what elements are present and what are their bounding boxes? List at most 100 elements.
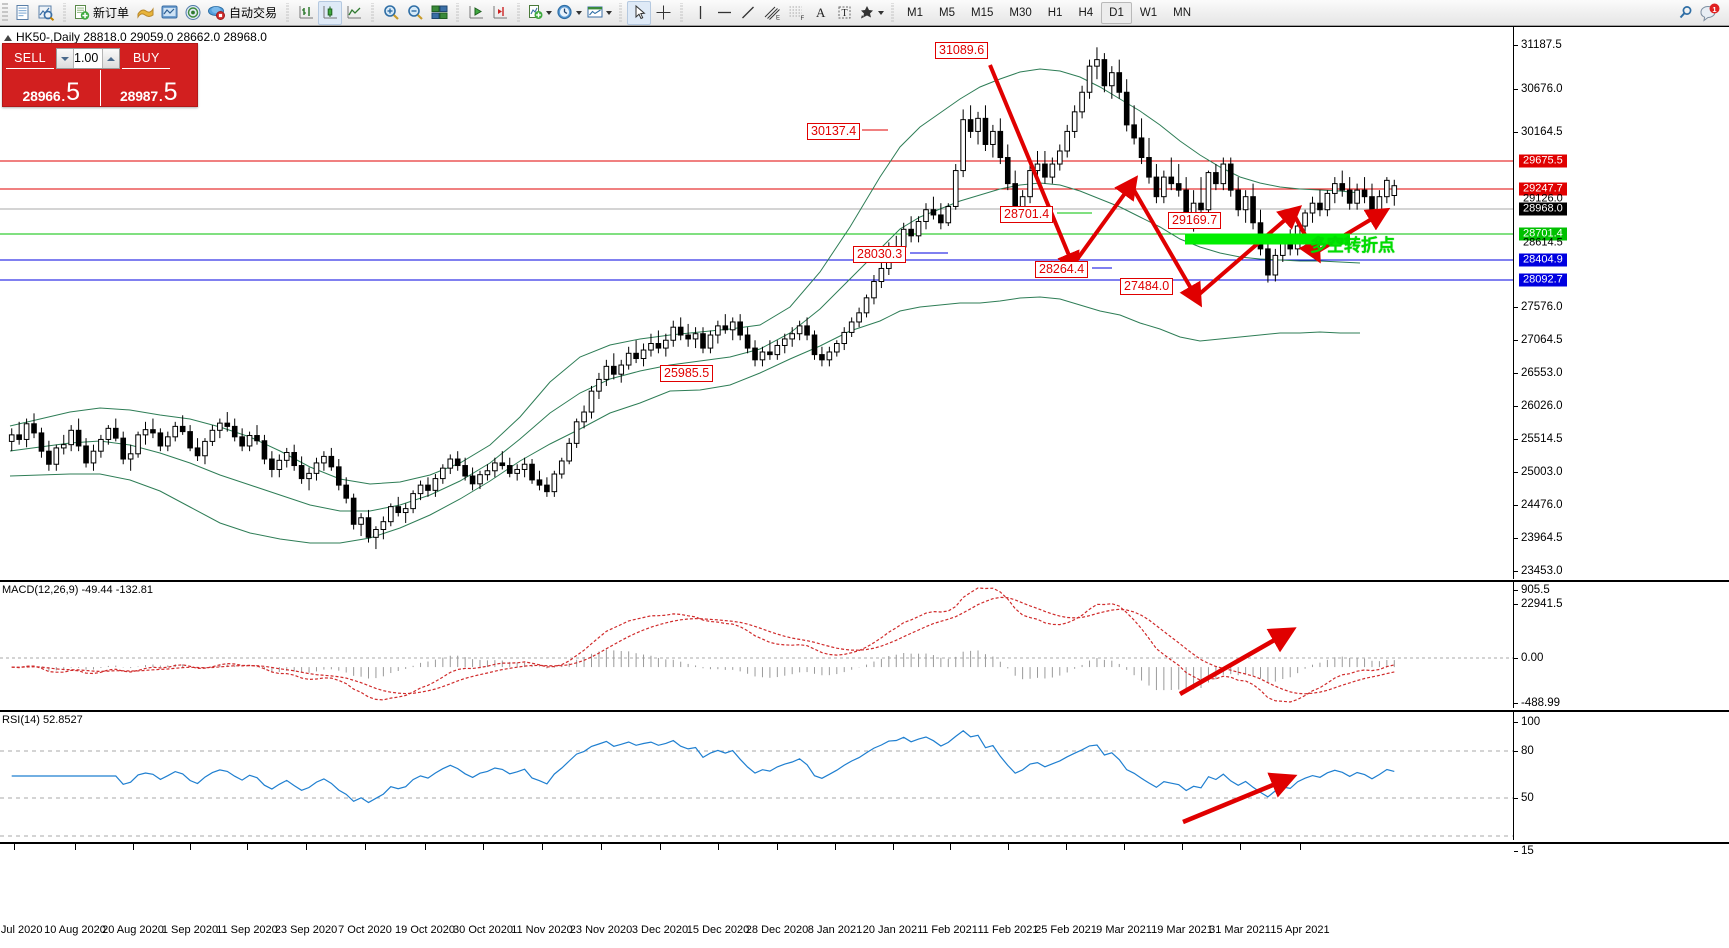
candle-bullish [618,364,625,375]
annotation-29169[interactable]: 29169.7 [1168,212,1222,229]
price-scale-tick [1514,604,1518,605]
candle-bullish [1205,172,1212,211]
templates-icon[interactable] [584,1,614,25]
rsi-trend-arrow[interactable] [1182,772,1298,825]
rsi-scale[interactable]: 100 80 50 15 [1513,712,1729,857]
line-chart-icon[interactable] [342,1,366,25]
one-click-trading-panel[interactable]: SELL 1.00 BUY 28966 . 5 28987 [2,43,198,107]
price-chart-plot[interactable]: 31089.6 30137.4 29169.7 28701.4 28264.4 … [0,27,1513,579]
annotation-31089[interactable]: 31089.6 [935,42,989,59]
volume-input[interactable]: 1.00 [74,49,103,68]
signals-icon[interactable] [181,1,205,25]
volume-increment-button[interactable] [102,49,120,68]
candle-bullish [60,444,67,449]
timeframe-h1[interactable]: H1 [1047,6,1063,19]
candle-bearish [291,451,297,467]
candle-bullish [1086,65,1093,93]
toolbar-grip[interactable] [2,2,8,23]
text-label-icon[interactable]: T [832,1,856,25]
chart-shift-icon[interactable] [488,1,512,25]
search-icon[interactable] [1673,1,1697,25]
volume-stepper[interactable]: 1.00 [56,48,121,69]
macd-scale[interactable]: 905.5 0.00 -488.99 [1513,582,1729,709]
timeframe-m5[interactable]: M5 [939,6,955,19]
vertical-line-icon[interactable] [688,1,712,25]
autotrading-button[interactable]: 自动交易 [205,1,281,25]
cursor-icon[interactable] [627,0,652,25]
new-order-button[interactable]: 新订单 [71,1,133,25]
time-scale-label: 11 Nov 2020 [511,924,573,936]
terminal-icon[interactable] [157,1,181,25]
tile-windows-icon[interactable] [427,1,451,25]
candle-bullish [648,343,654,351]
periods-dropdown-caret[interactable] [576,10,583,15]
price-scale[interactable]: 31187.5 30676.0 30164.5 27576.0 27064.5 26553… [1513,27,1729,610]
periods-clock-icon[interactable] [554,1,584,25]
candle-bearish [1123,91,1130,126]
annotation-28030[interactable]: 28030.3 [853,246,907,263]
bar-chart-icon[interactable] [294,1,318,25]
candle-bearish [335,466,342,486]
candle-bullish [276,459,283,470]
zoom-out-icon[interactable] [403,1,427,25]
candle-bearish [1168,176,1175,185]
rsi-plot[interactable] [0,712,1513,840]
buy-button[interactable]: BUY [122,48,171,69]
equidistant-channel-icon[interactable]: E [760,1,784,25]
timeframe-mn[interactable]: MN [1173,6,1191,19]
price-chart-pane: 31089.6 30137.4 29169.7 28701.4 28264.4 … [0,27,1729,610]
horizontal-line-icon[interactable] [712,1,736,25]
candle-bearish [350,497,357,525]
timeframe-h4[interactable]: H4 [1078,6,1094,19]
templates-dropdown-caret[interactable] [606,10,613,15]
annotation-28264[interactable]: 28264.4 [1035,261,1089,278]
fibonacci-retracement-icon[interactable]: F [784,1,808,25]
timeframe-w1[interactable]: W1 [1139,6,1158,19]
candlestick-chart-icon[interactable] [318,0,343,25]
shapes-dropdown-caret[interactable] [878,10,885,15]
candle-bearish [1361,189,1368,198]
chart-inspect-icon[interactable] [34,1,58,25]
metaeditor-icon[interactable] [133,1,157,25]
auto-scroll-icon[interactable] [464,1,488,25]
timeframe-m1[interactable]: M1 [907,6,924,19]
chart-collapse-triangle-icon[interactable] [4,34,12,41]
price-scale-tick [1514,406,1518,407]
sell-button[interactable]: SELL [6,48,54,69]
price-scale-tick [1514,307,1518,308]
time-scale-tick [1066,844,1067,850]
trendline-icon[interactable] [736,1,760,25]
annotation-30137[interactable]: 30137.4 [807,123,861,140]
notifications-icon[interactable]: 1 [1697,1,1723,25]
macd-trend-arrow[interactable] [1178,627,1297,696]
shapes-icon[interactable] [856,1,886,25]
macd-plot[interactable] [0,582,1513,708]
price-scale-badge: 28404.9 [1519,253,1567,267]
candle-bullish [105,427,112,440]
volume-decrement-button[interactable] [57,49,74,68]
annotation-27484[interactable]: 27484.0 [1120,278,1174,295]
new-chart-icon[interactable] [10,1,34,25]
text-icon[interactable]: A [808,1,832,25]
candle-bullish [789,333,796,340]
indicators-dropdown-caret[interactable] [546,10,553,15]
toolbar-separator-6 [617,2,625,23]
candle-bearish [328,455,335,468]
annotation-28701[interactable]: 28701.4 [1000,206,1054,223]
timeframe-m30[interactable]: M30 [1009,6,1032,19]
sell-price[interactable]: 28966 . 5 [3,70,101,106]
zoom-in-icon[interactable] [379,1,403,25]
crosshair-icon[interactable] [651,1,675,25]
annotation-25985[interactable]: 25985.5 [660,365,714,382]
buy-price[interactable]: 28987 . 5 [101,70,198,106]
timeframe-d1[interactable]: D1 [1101,1,1132,24]
indicators-icon[interactable] [525,1,554,25]
candle-bullish [1309,202,1316,214]
candle-bearish [685,334,691,340]
chinese-annotation-note[interactable]: 多空转折点 [1310,236,1395,255]
timeframe-m15[interactable]: M15 [971,6,994,19]
macd-label: MACD(12,26,9) -49.44 -132.81 [2,584,154,596]
candle-bullish [142,429,149,436]
scale-tick [1514,751,1518,752]
